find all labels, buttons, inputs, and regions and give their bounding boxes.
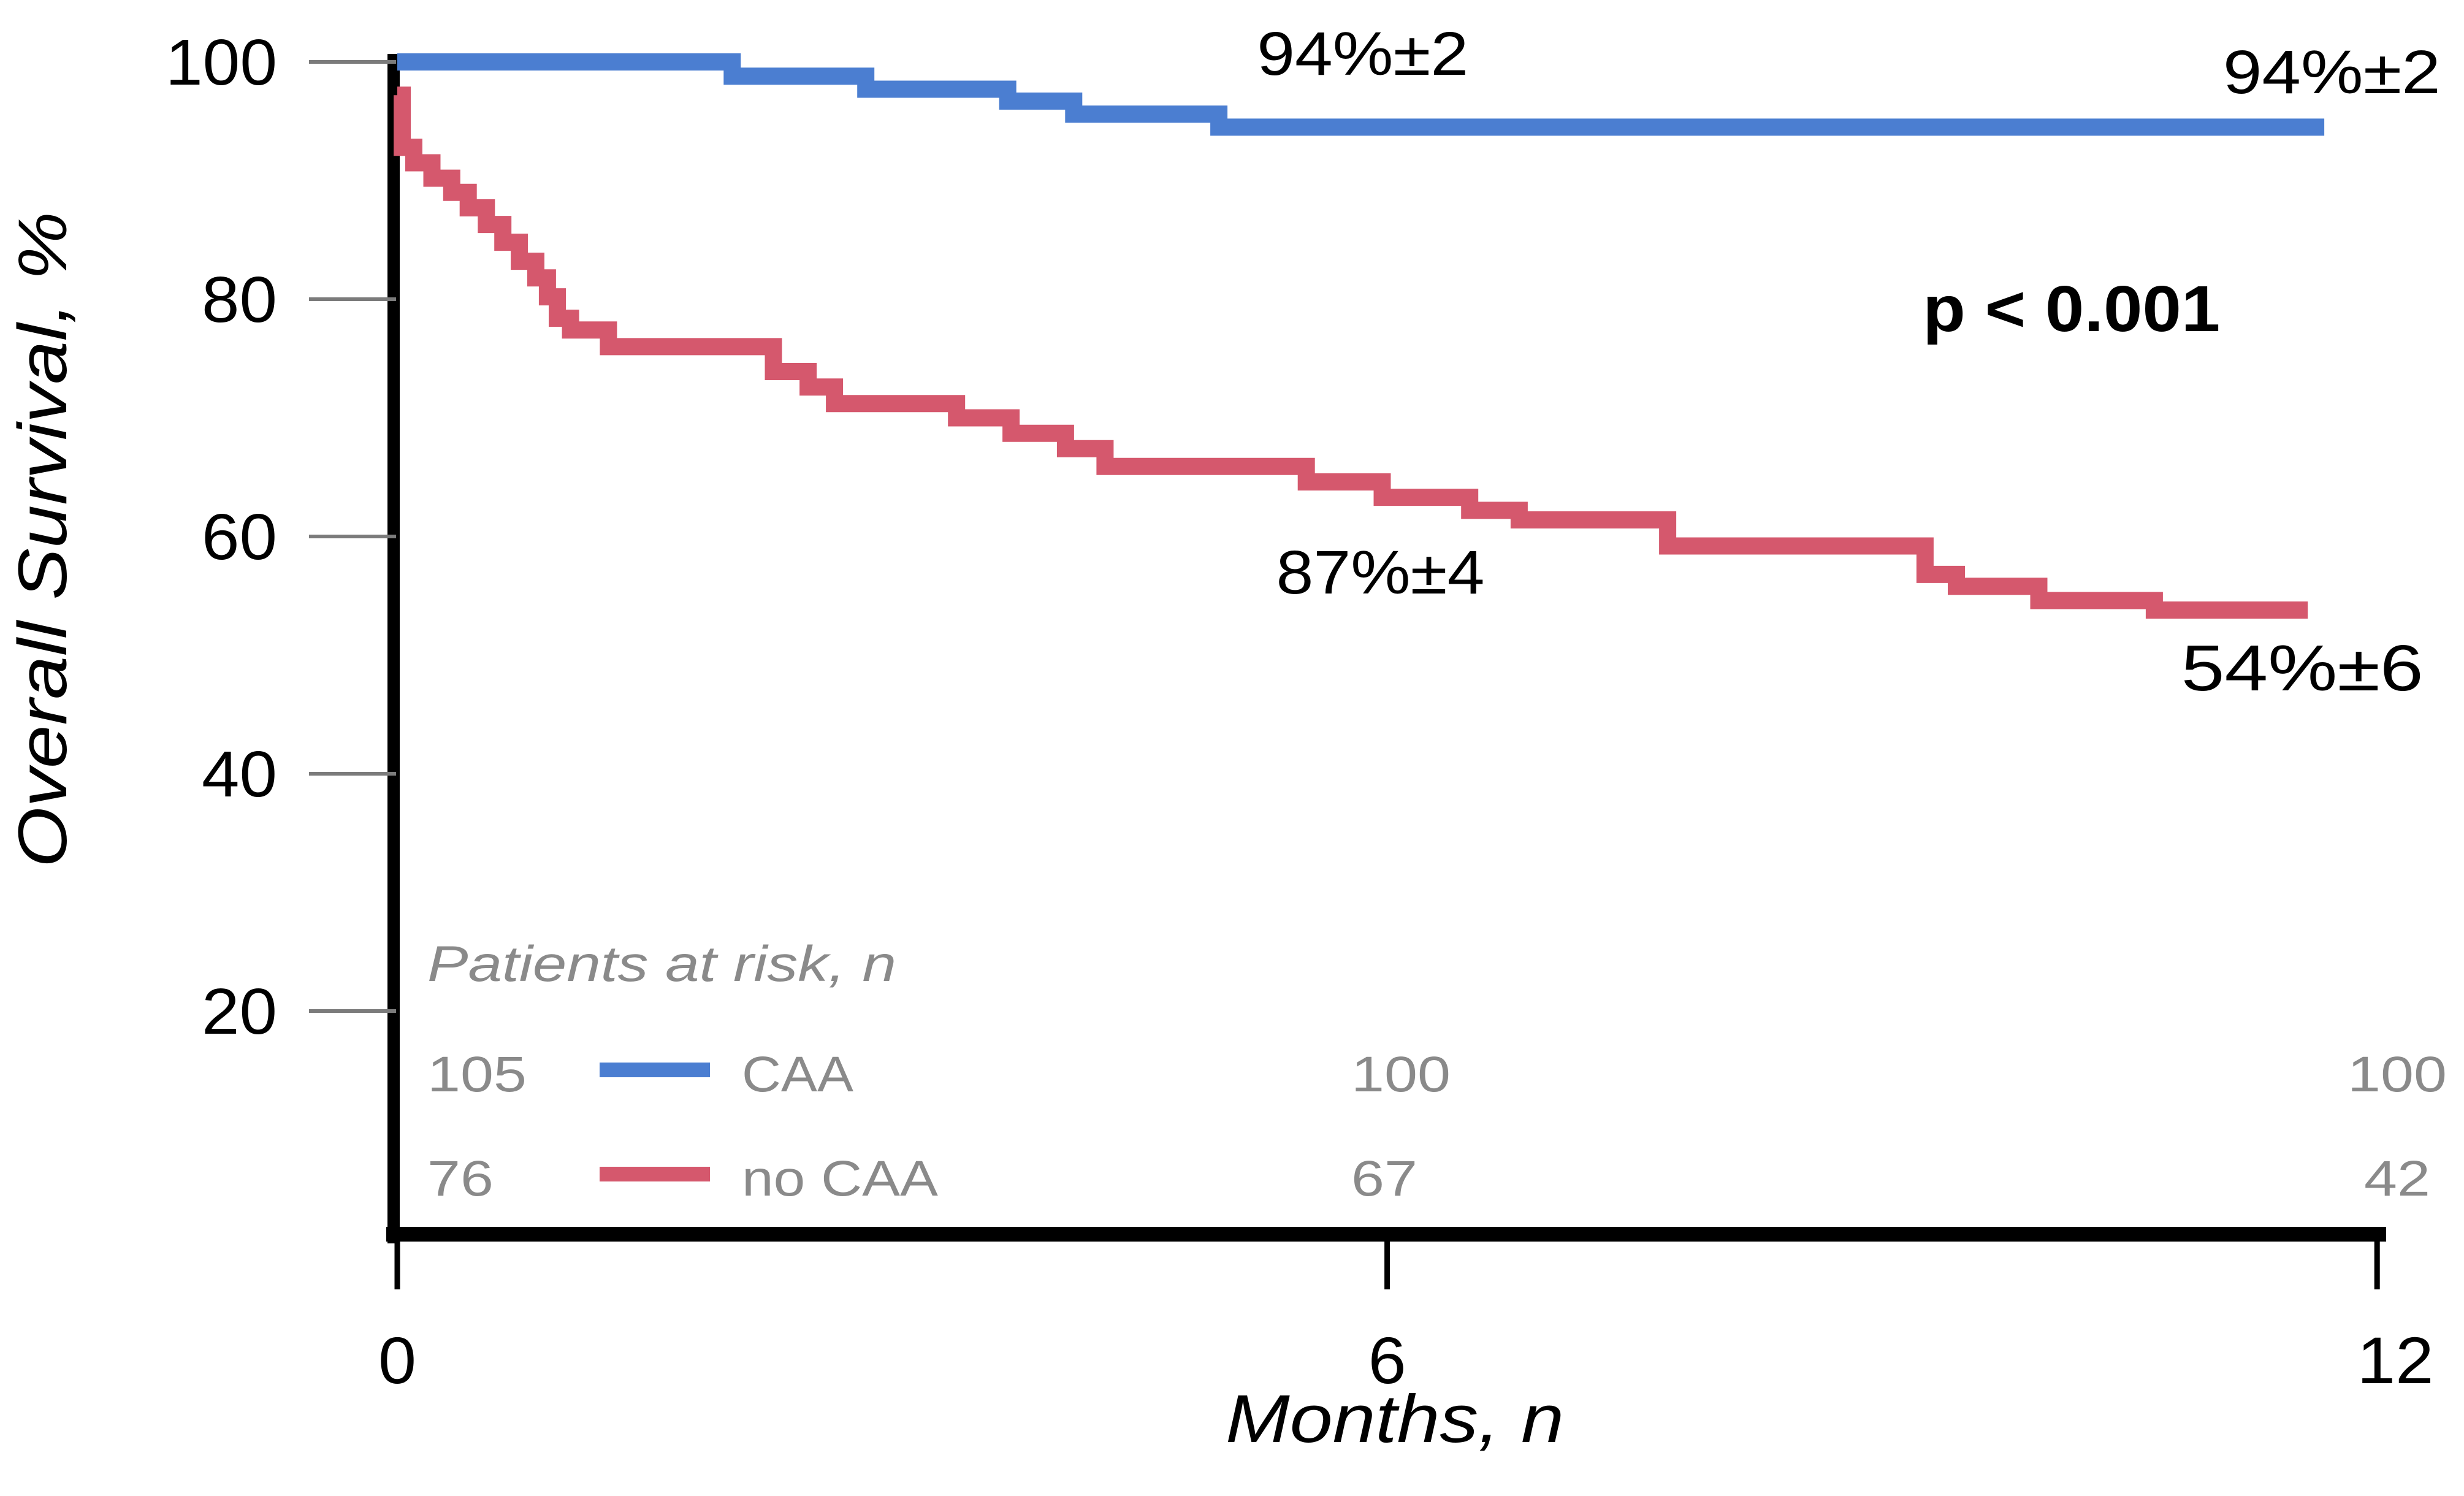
x-axis-ticks: 0 6 12 xyxy=(378,1234,2434,1397)
curve-annotations: 94%±2 94%±2 p < 0.001 87%±4 54%±6 xyxy=(1257,20,2441,704)
x-tick-label: 6 xyxy=(1368,1323,1406,1397)
risk-table-header: Patients at risk, n xyxy=(427,936,896,992)
y-tick-label: 80 xyxy=(202,264,277,336)
annotation-no-caa-end: 54%±6 xyxy=(2181,632,2424,704)
risk-count-baseline: 76 xyxy=(427,1151,494,1207)
y-tick-label: 40 xyxy=(202,738,277,811)
y-axis-line xyxy=(387,54,400,1243)
annotation-no-caa-mid: 87%±4 xyxy=(1276,538,1484,607)
y-tick-label: 60 xyxy=(202,501,277,573)
annotation-caa-end: 94%±2 xyxy=(2223,38,2441,107)
legend-swatch-caa xyxy=(600,1063,710,1077)
legend-swatch-no-caa xyxy=(600,1167,710,1181)
annotation-p-value: p < 0.001 xyxy=(1923,273,2220,345)
y-tick-label: 20 xyxy=(202,975,277,1048)
risk-count-baseline: 105 xyxy=(427,1047,527,1102)
patients-at-risk-table: Patients at risk, n 105 100 100 CAA 76 67 42 no … xyxy=(427,936,2447,1207)
risk-row-no-caa: 76 67 42 no CAA xyxy=(427,1151,2430,1207)
curve-no-caa xyxy=(394,86,2308,619)
legend-label-caa: CAA xyxy=(742,1047,853,1102)
x-axis-title: Months, n xyxy=(1226,1381,1564,1457)
y-tick-label: 100 xyxy=(166,26,277,99)
risk-count-6mo: 100 xyxy=(1351,1047,1451,1102)
risk-count-6mo: 67 xyxy=(1351,1151,1417,1207)
x-tick-label: 12 xyxy=(2357,1323,2434,1397)
x-tick-label: 0 xyxy=(378,1323,416,1397)
risk-row-caa: 105 100 100 CAA xyxy=(427,1047,2447,1102)
curve-caa xyxy=(397,53,2325,136)
survival-curves xyxy=(394,53,2325,619)
annotation-caa-mid: 94%±2 xyxy=(1257,20,1468,88)
legend-label-no-caa: no CAA xyxy=(742,1151,938,1207)
risk-count-12mo: 100 xyxy=(2348,1047,2447,1102)
risk-count-12mo: 42 xyxy=(2364,1151,2430,1207)
y-axis-ticks: 100 80 60 40 20 xyxy=(166,26,396,1048)
y-axis-title: Overall Survival, % xyxy=(4,212,81,868)
